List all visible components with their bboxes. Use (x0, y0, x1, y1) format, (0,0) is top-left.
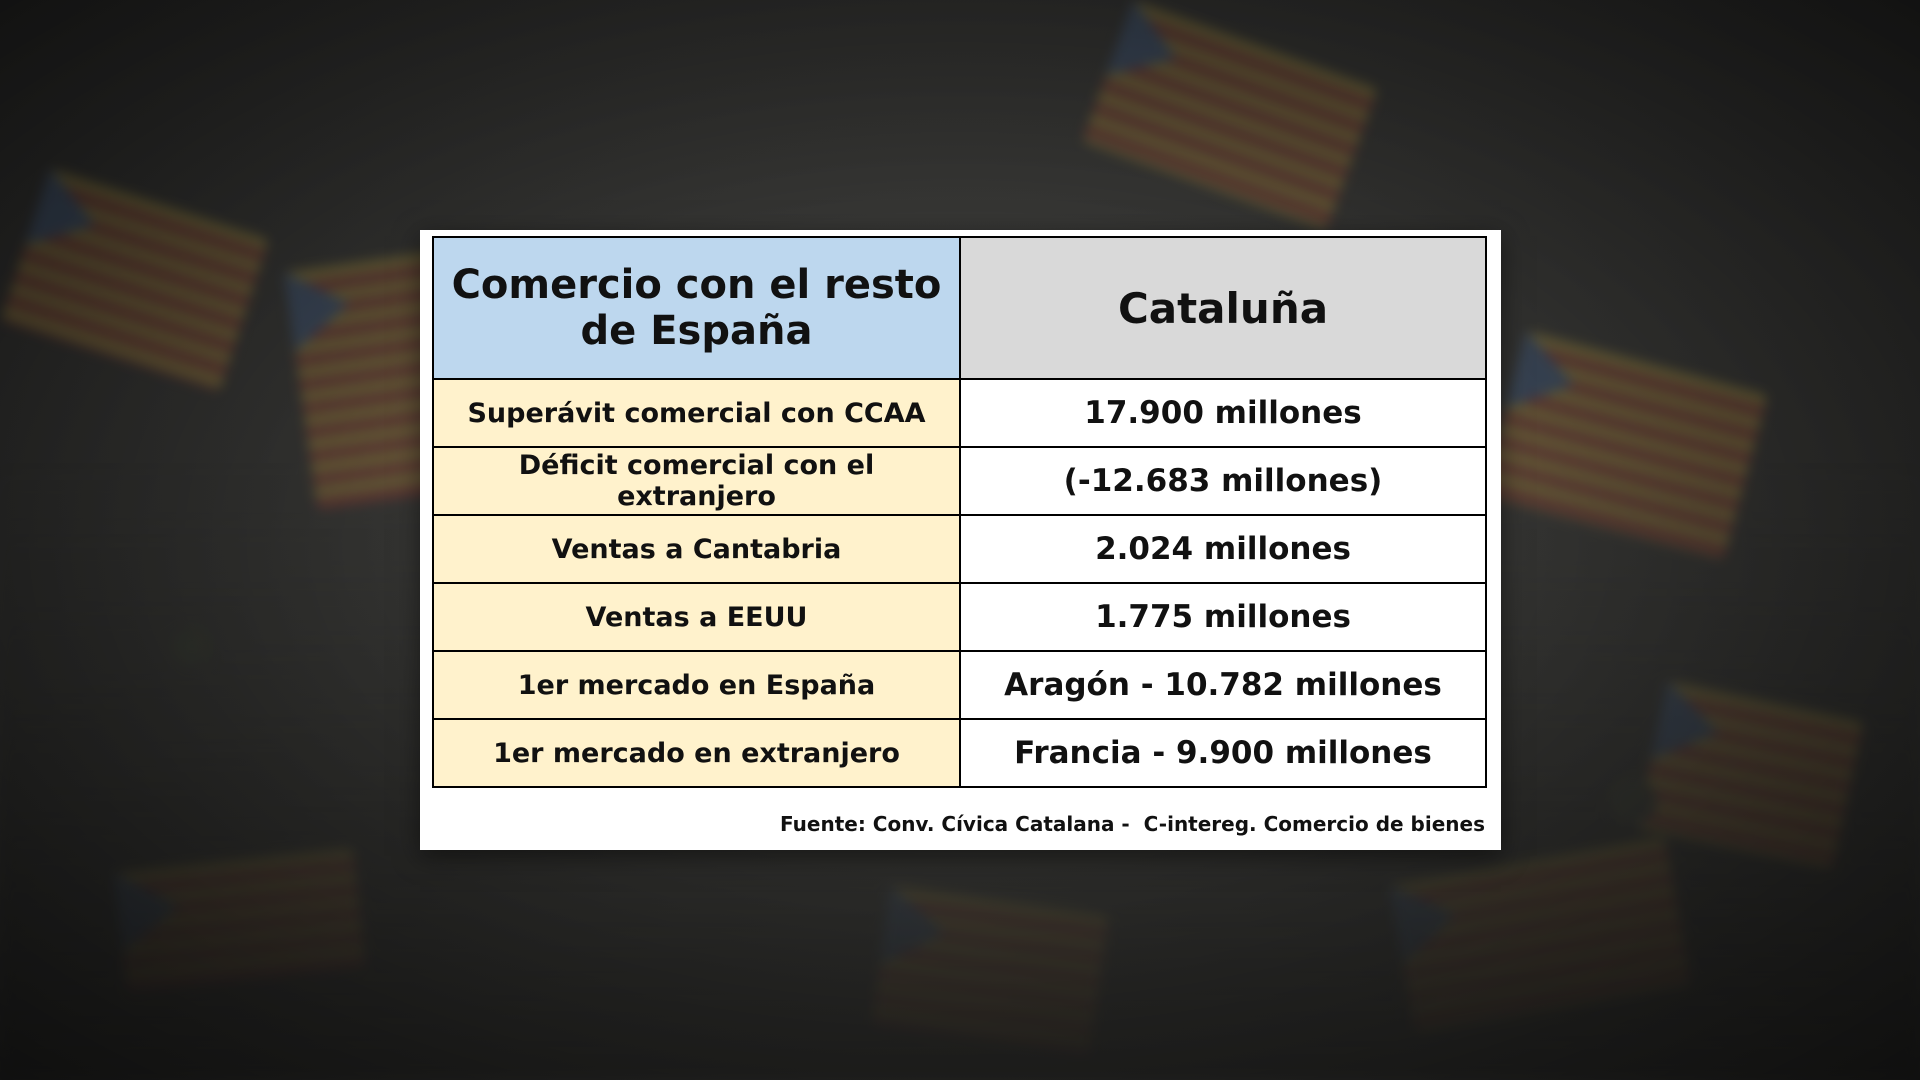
row-label: Ventas a Cantabria (432, 514, 961, 584)
table-row: 1er mercado en extranjero Francia - 9.90… (432, 718, 1487, 788)
table-row: Déficit comercial con el extranjero (-12… (432, 446, 1487, 516)
source-caption: Fuente: Conv. Cívica Catalana - C-intere… (779, 812, 1485, 836)
table-header-row: Comercio con el resto de España Cataluña (432, 236, 1487, 380)
row-value: (-12.683 millones) (959, 446, 1487, 516)
table-row: Ventas a EEUU 1.775 millones (432, 582, 1487, 652)
row-label: Déficit comercial con el extranjero (432, 446, 961, 516)
row-value: 1.775 millones (959, 582, 1487, 652)
header-right-cell: Cataluña (959, 236, 1487, 380)
row-label: Superávit comercial con CCAA (432, 378, 961, 448)
table-row: Superávit comercial con CCAA 17.900 mill… (432, 378, 1487, 448)
row-label: 1er mercado en España (432, 650, 961, 720)
header-left-cell: Comercio con el resto de España (432, 236, 961, 380)
table-row: Ventas a Cantabria 2.024 millones (432, 514, 1487, 584)
table-card: Comercio con el resto de España Cataluña… (420, 230, 1501, 850)
row-label: Ventas a EEUU (432, 582, 961, 652)
row-value: Aragón - 10.782 millones (959, 650, 1487, 720)
row-value: Francia - 9.900 millones (959, 718, 1487, 788)
row-label: 1er mercado en extranjero (432, 718, 961, 788)
trade-table: Comercio con el resto de España Cataluña… (432, 236, 1487, 788)
table-row: 1er mercado en España Aragón - 10.782 mi… (432, 650, 1487, 720)
row-value: 2.024 millones (959, 514, 1487, 584)
row-value: 17.900 millones (959, 378, 1487, 448)
